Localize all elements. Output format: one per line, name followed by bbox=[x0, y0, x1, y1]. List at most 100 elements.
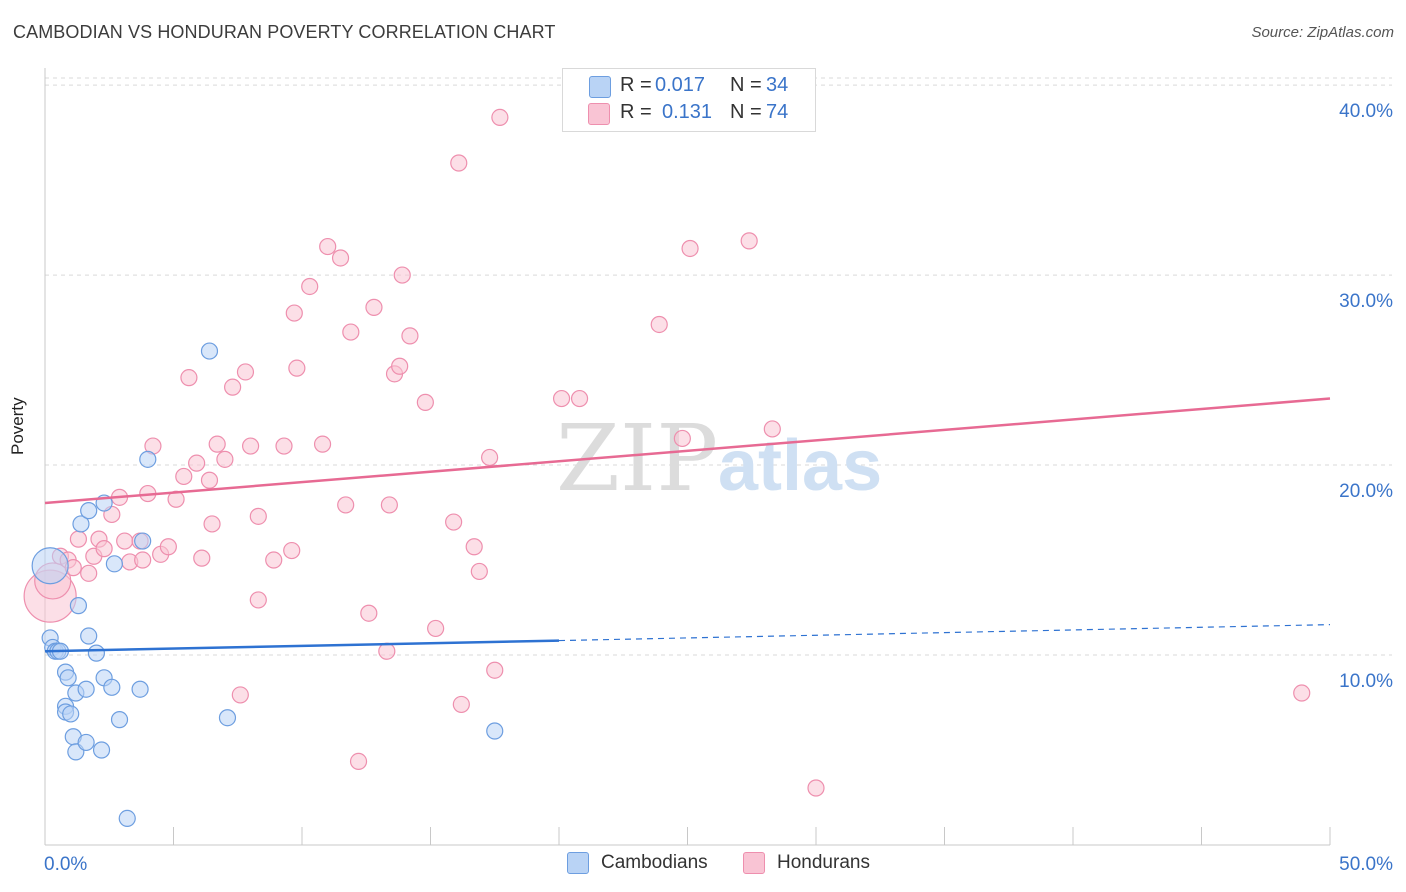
honduran-point bbox=[331, 249, 350, 267]
legend-r-value: 0.017 bbox=[655, 74, 706, 96]
honduran-point bbox=[69, 530, 88, 548]
y-tick-label: 30.0% bbox=[1339, 291, 1393, 312]
honduran-point bbox=[134, 551, 152, 569]
cambodian-point bbox=[110, 711, 129, 729]
honduran-point bbox=[763, 420, 781, 438]
cambodian-point bbox=[139, 450, 157, 468]
honduran-point bbox=[349, 752, 368, 771]
bottom-legend-hondurans: Hondurans bbox=[743, 852, 870, 874]
honduran-point bbox=[1293, 684, 1311, 702]
x-tick-label: 0.0% bbox=[44, 854, 87, 875]
watermark-atlas: atlas bbox=[718, 426, 882, 506]
trend-lines bbox=[44, 397, 1331, 653]
tick-labels: 10.0% 20.0% 30.0% 40.0% 0.0% 50.0% bbox=[44, 101, 1393, 875]
honduran-point bbox=[208, 435, 226, 453]
legend-n-value: 34 bbox=[766, 74, 789, 96]
honduran-point bbox=[365, 298, 383, 316]
bottom-legend-swatch-cambodians bbox=[567, 852, 589, 874]
cambodian-point bbox=[77, 733, 95, 752]
cambodian-point bbox=[118, 809, 136, 828]
legend-n-label: N = bbox=[730, 101, 762, 123]
cambodian-point bbox=[59, 669, 77, 687]
bottom-legend-label-cambodians: Cambodians bbox=[601, 852, 708, 873]
honduran-point bbox=[265, 551, 283, 569]
honduran-point bbox=[391, 357, 409, 375]
honduran-point bbox=[491, 108, 509, 126]
honduran-point bbox=[650, 315, 668, 334]
y-tick-label: 20.0% bbox=[1339, 481, 1393, 502]
legend-r-label: R = bbox=[620, 101, 652, 123]
legend-n-value: 74 bbox=[766, 101, 789, 123]
cambodians-trend-line bbox=[44, 639, 560, 653]
honduran-point bbox=[180, 369, 198, 387]
honduran-point bbox=[313, 435, 332, 453]
honduran-point bbox=[427, 619, 445, 638]
honduran-point bbox=[552, 389, 571, 408]
honduran-point bbox=[249, 591, 267, 609]
honduran-point bbox=[481, 448, 499, 467]
cambodian-point bbox=[92, 741, 111, 759]
legend-n-label: N = bbox=[730, 74, 762, 96]
cambodian-point bbox=[80, 502, 98, 520]
cambodian-point bbox=[80, 627, 98, 645]
y-tick-label: 10.0% bbox=[1339, 671, 1393, 692]
honduran-point bbox=[681, 239, 699, 258]
bottom-legend-cambodians: Cambodians bbox=[567, 852, 708, 874]
honduran-point bbox=[570, 389, 589, 408]
honduran-point bbox=[95, 540, 113, 558]
stats-legend: R = 0.017 N = 34 R = 0.131 N = 74 bbox=[562, 68, 816, 132]
honduran-point bbox=[337, 496, 355, 514]
honduran-point bbox=[465, 538, 483, 556]
cambodian-point bbox=[131, 680, 149, 698]
cambodian-point bbox=[31, 547, 69, 585]
honduran-point bbox=[275, 437, 293, 455]
x-tick-label: 50.0% bbox=[1339, 854, 1393, 875]
legend-swatch-cambodians bbox=[589, 76, 611, 98]
cambodian-point bbox=[218, 709, 237, 727]
axis-layer bbox=[44, 68, 1331, 846]
cambodian-point bbox=[486, 722, 504, 740]
honduran-point bbox=[360, 604, 378, 622]
cambodians-points bbox=[31, 342, 504, 828]
honduran-point bbox=[740, 232, 758, 250]
cambodians-trend-extension bbox=[558, 624, 1331, 642]
honduran-point bbox=[380, 496, 398, 514]
honduran-point bbox=[378, 642, 396, 660]
cambodian-point bbox=[87, 644, 106, 662]
legend-r-value: 0.131 bbox=[662, 101, 713, 123]
honduran-point bbox=[452, 695, 470, 714]
honduran-point bbox=[673, 429, 691, 448]
hondurans-trend-line bbox=[44, 397, 1331, 505]
cambodian-point bbox=[105, 555, 123, 573]
honduran-point bbox=[249, 507, 267, 525]
honduran-point bbox=[319, 237, 337, 256]
cambodian-point bbox=[62, 705, 80, 723]
honduran-point bbox=[159, 538, 177, 556]
cambodian-point bbox=[77, 680, 95, 698]
honduran-point bbox=[470, 562, 488, 581]
honduran-point bbox=[301, 277, 319, 296]
honduran-point bbox=[416, 393, 434, 411]
honduran-point bbox=[283, 541, 301, 560]
honduran-point bbox=[807, 779, 825, 797]
cambodian-point bbox=[69, 597, 88, 615]
source-note: Source: ZipAtlas.com bbox=[1251, 24, 1394, 41]
legend-r-label: R = bbox=[620, 74, 652, 96]
bottom-legend-label-hondurans: Hondurans bbox=[777, 852, 870, 873]
honduran-point bbox=[236, 363, 255, 381]
honduran-point bbox=[486, 661, 504, 679]
bottom-legend-swatch-hondurans bbox=[743, 852, 765, 874]
cambodian-point bbox=[103, 678, 121, 696]
honduran-point bbox=[342, 323, 360, 341]
honduran-point bbox=[80, 564, 98, 582]
honduran-point bbox=[193, 549, 211, 567]
cambodian-point bbox=[200, 342, 219, 360]
honduran-point bbox=[200, 471, 219, 489]
honduran-point bbox=[216, 450, 234, 468]
honduran-point bbox=[242, 437, 260, 455]
honduran-point bbox=[445, 513, 463, 531]
y-tick-label: 40.0% bbox=[1339, 101, 1393, 122]
honduran-point bbox=[285, 304, 303, 322]
honduran-point bbox=[116, 532, 134, 550]
